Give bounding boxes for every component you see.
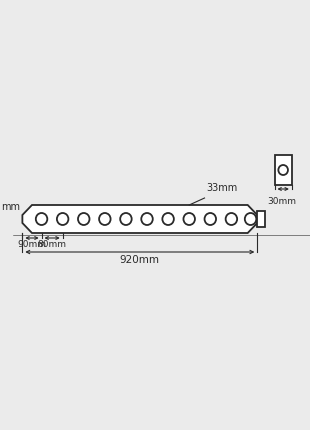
Text: 80mm: 80mm [38,240,67,249]
Text: 33mm: 33mm [206,183,238,193]
Circle shape [99,213,111,225]
Circle shape [184,213,195,225]
Text: 30mm: 30mm [268,197,297,206]
Circle shape [141,213,153,225]
Text: mm: mm [2,202,20,212]
Bar [275,155,292,185]
Text: 90mm: 90mm [17,240,46,249]
Bar [257,211,265,227]
Circle shape [36,213,47,225]
Circle shape [205,213,216,225]
Circle shape [162,213,174,225]
Circle shape [78,213,90,225]
Text: 920mm: 920mm [119,255,159,265]
Circle shape [57,213,69,225]
Circle shape [226,213,237,225]
Circle shape [120,213,132,225]
Circle shape [278,165,288,175]
Polygon shape [22,205,257,233]
Circle shape [245,213,256,225]
